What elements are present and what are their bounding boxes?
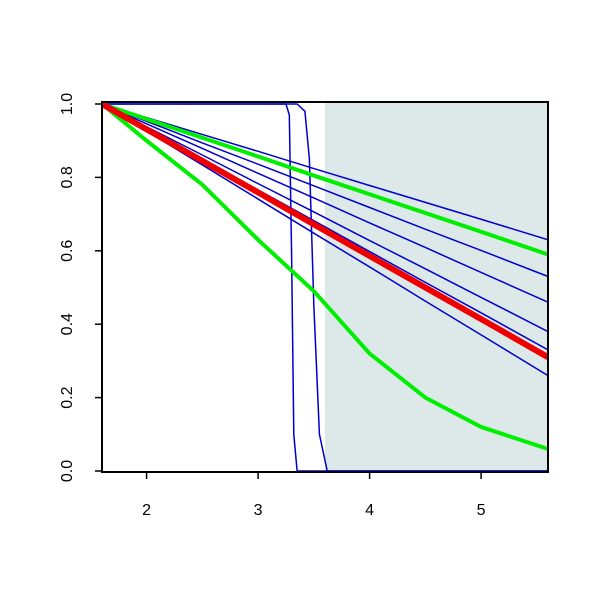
y-tick-label: 0.0 (59, 460, 76, 482)
y-tick-label: 0.6 (59, 240, 76, 262)
x-tick-label: 2 (142, 502, 151, 519)
y-tick-label: 0.8 (59, 166, 76, 188)
x-tick-label: 3 (254, 502, 263, 519)
y-tick-label: 0.2 (59, 386, 76, 408)
line (102, 102, 548, 360)
line (102, 102, 548, 257)
plot-area (102, 102, 548, 472)
plot-frame (101, 101, 549, 473)
y-tick-label: 1.0 (59, 93, 76, 115)
y-tick-label: 0.4 (59, 313, 76, 335)
x-tick-label: 4 (365, 502, 374, 519)
line (102, 103, 548, 303)
line (102, 103, 548, 278)
line (102, 103, 548, 472)
line (102, 102, 548, 451)
x-tick-label: 5 (477, 502, 486, 519)
shaded-region (325, 102, 548, 472)
line (102, 103, 548, 333)
